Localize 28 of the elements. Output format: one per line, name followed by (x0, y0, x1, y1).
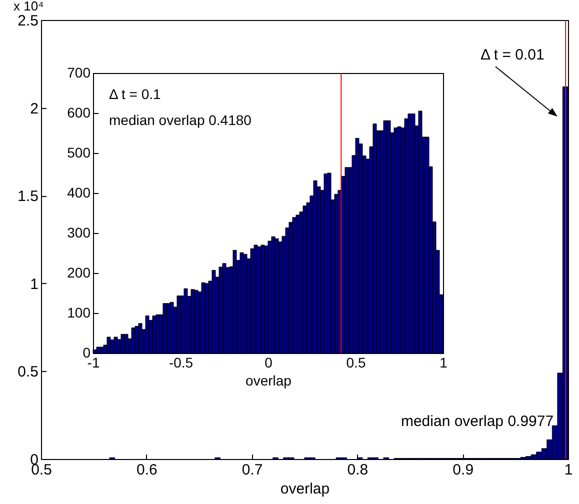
y-tick-label: 2 (30, 100, 38, 118)
y-tick-label: 600 (67, 104, 91, 120)
y-tick-label: 500 (67, 144, 91, 160)
x-tick-label: -0.5 (168, 354, 194, 370)
annotation: Δ t = 0.01 (480, 46, 544, 64)
y-tick-label: 400 (67, 184, 91, 200)
y-tick-label: 0 (82, 344, 91, 360)
ref-line-label: median overlap 0.9977 (400, 413, 554, 430)
y-tick-label: 700 (67, 64, 91, 80)
annotation: median overlap 0.4180 (109, 112, 252, 128)
y-tick-label: 1 (30, 276, 38, 293)
y-tick-label: 200 (67, 264, 91, 280)
x-axis-title: overlap (246, 372, 292, 388)
x-tick-label: 0.8 (347, 462, 368, 478)
x-tick-label: 0.9 (452, 462, 474, 478)
x-tick-label: 1 (440, 354, 448, 370)
x-tick-label: 0 (264, 354, 273, 370)
y-tick-label: 2.5 (18, 12, 38, 30)
x-axis-title: overlap (280, 480, 330, 498)
annotation: Δ t = 0.1 (109, 86, 161, 102)
y-tick-label: 300 (67, 224, 91, 240)
x-tick-label: 0.6 (136, 462, 158, 478)
x-tick-label: 0.5 (346, 354, 366, 370)
y-axis-title: x 10⁴ (14, 0, 44, 14)
y-tick-label: 100 (67, 304, 91, 320)
x-tick-label: 0.7 (242, 462, 263, 478)
x-tick-label: 1 (564, 462, 573, 478)
y-tick-label: 1.5 (18, 188, 38, 206)
